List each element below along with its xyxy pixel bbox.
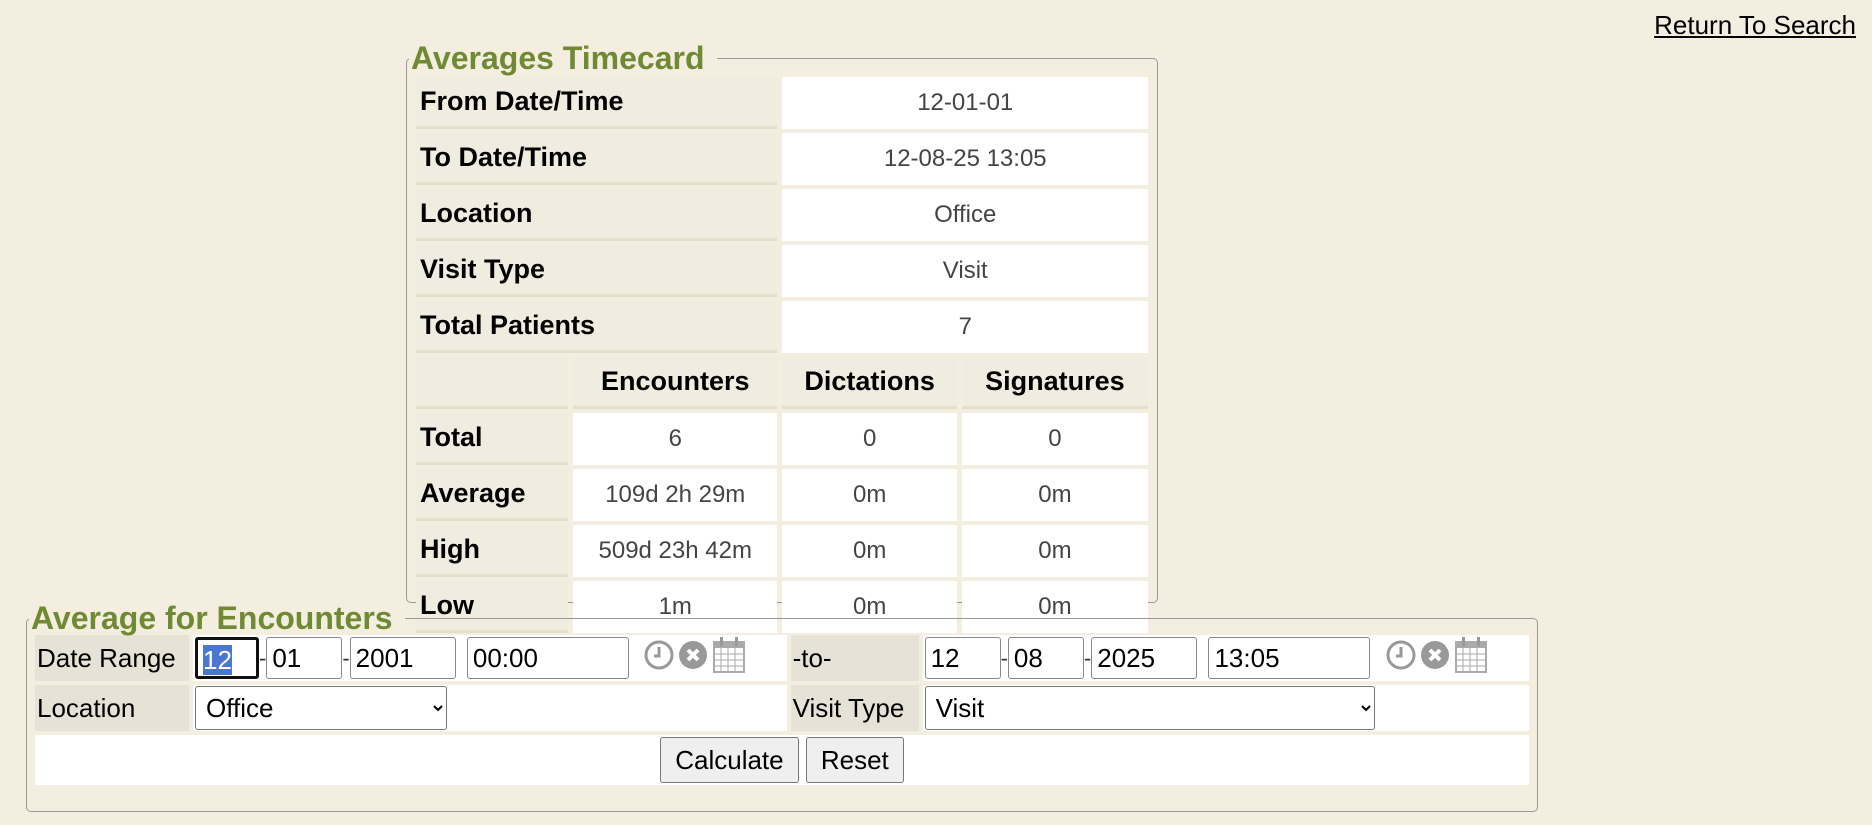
stats-value: 0m	[782, 525, 957, 577]
stats-label: Total	[416, 413, 568, 465]
stats-value: 509d 23h 42m	[573, 525, 778, 577]
from-date-group: 12--	[193, 635, 787, 681]
clear-icon[interactable]	[678, 640, 708, 677]
visit-type-label: Visit Type	[790, 685, 919, 731]
stats-value: 0m	[961, 525, 1148, 577]
to-time-input[interactable]	[1208, 637, 1371, 679]
to-date-group: --	[922, 635, 1529, 681]
info-row: From Date/Time 12-01-01	[416, 77, 1148, 129]
info-label: Location	[416, 189, 778, 241]
info-value: 12-01-01	[782, 77, 1148, 129]
column-header-row: Encounters Dictations Signatures	[416, 357, 1148, 409]
clock-icon[interactable]	[644, 640, 674, 677]
info-value: Office	[782, 189, 1148, 241]
info-label: Total Patients	[416, 301, 778, 353]
stats-label: High	[416, 525, 568, 577]
clock-icon[interactable]	[1386, 640, 1416, 677]
averages-timecard: Averages Timecard From Date/Time 12-01-01…	[406, 40, 1158, 633]
date-range-label: Date Range	[35, 635, 189, 681]
timecard-title: Averages Timecard	[411, 40, 705, 76]
info-label: Visit Type	[416, 245, 778, 297]
stats-value: 0m	[961, 469, 1148, 521]
stats-row: Low 1m 0m 0m	[416, 581, 1148, 633]
info-row: Location Office	[416, 189, 1148, 241]
to-month-input[interactable]	[924, 637, 1001, 679]
from-time-input[interactable]	[466, 637, 629, 679]
stats-value: 1m	[573, 581, 778, 633]
location-select[interactable]: Office	[195, 686, 447, 730]
stats-row: Total 6 0 0	[416, 413, 1148, 465]
info-value: Visit	[782, 245, 1148, 297]
average-for-encounters-form: Average for Encounters Date Range 12-- -…	[26, 600, 1538, 812]
info-value: 7	[782, 301, 1148, 353]
info-label: To Date/Time	[416, 133, 778, 185]
timecard-table: From Date/Time 12-01-01 To Date/Time 12-08-…	[411, 73, 1153, 637]
calendar-icon[interactable]	[712, 636, 746, 681]
return-to-search-link[interactable]: Return To Search	[1654, 10, 1856, 40]
calculate-button[interactable]: Calculate	[660, 737, 799, 783]
location-label: Location	[35, 685, 189, 731]
stats-value: 0m	[961, 581, 1148, 633]
stats-row: Average 109d 2h 29m 0m 0m	[416, 469, 1148, 521]
stats-value: 0	[782, 413, 957, 465]
stats-label: Average	[416, 469, 568, 521]
column-header: Dictations	[782, 357, 957, 409]
form-title: Average for Encounters	[31, 600, 393, 636]
info-row: To Date/Time 12-08-25 13:05	[416, 133, 1148, 185]
info-value: 12-08-25 13:05	[782, 133, 1148, 185]
to-day-input[interactable]	[1007, 637, 1084, 679]
from-year-input[interactable]	[349, 637, 456, 679]
stats-value: 6	[573, 413, 778, 465]
calendar-icon[interactable]	[1454, 636, 1488, 681]
stats-value: 0m	[782, 469, 957, 521]
from-day-input[interactable]	[266, 637, 343, 679]
from-month-input[interactable]: 12	[195, 637, 259, 679]
info-row: Visit Type Visit	[416, 245, 1148, 297]
stats-value: 0	[961, 413, 1148, 465]
clear-icon[interactable]	[1420, 640, 1450, 677]
stats-row: High 509d 23h 42m 0m 0m	[416, 525, 1148, 577]
to-label: -to-	[790, 635, 919, 681]
stats-label: Low	[416, 581, 568, 633]
visit-type-select[interactable]: Visit	[924, 686, 1375, 730]
info-label: From Date/Time	[416, 77, 778, 129]
column-header: Encounters	[573, 357, 778, 409]
column-header: Signatures	[961, 357, 1148, 409]
stats-value: 0m	[782, 581, 957, 633]
info-row: Total Patients 7	[416, 301, 1148, 353]
reset-button[interactable]: Reset	[805, 737, 904, 783]
to-year-input[interactable]	[1091, 637, 1198, 679]
stats-value: 109d 2h 29m	[573, 469, 778, 521]
